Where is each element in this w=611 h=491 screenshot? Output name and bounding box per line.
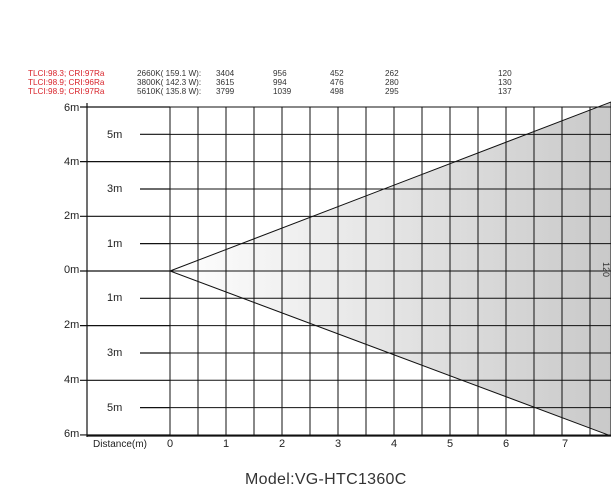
x-tick-1: 1 bbox=[222, 438, 230, 450]
x-tick-2: 2 bbox=[278, 438, 286, 450]
x-tick-0: 0 bbox=[166, 438, 174, 450]
header-index-3: TLCI:98.9; CRI:97Ra bbox=[28, 87, 105, 96]
y-label-2m-top: 2m bbox=[64, 210, 80, 222]
beam-width-label: 120 bbox=[601, 262, 611, 278]
header-val-1-2: 956 bbox=[273, 69, 287, 78]
mid-label-3m-bottom: 3m bbox=[107, 347, 123, 359]
header-val-2-5: 130 bbox=[498, 78, 512, 87]
x-tick-5: 5 bbox=[446, 438, 454, 450]
header-index-1: TLCI:98.3; CRI:97Ra bbox=[28, 69, 105, 78]
header-val-1-4: 262 bbox=[385, 69, 399, 78]
header-val-3-4: 295 bbox=[385, 87, 399, 96]
x-tick-4: 4 bbox=[390, 438, 398, 450]
y-label-2m-bottom: 2m bbox=[64, 319, 80, 331]
mid-label-5m-top: 5m bbox=[107, 129, 123, 141]
header-val-2-3: 476 bbox=[330, 78, 344, 87]
x-axis-title: Distance(m) bbox=[93, 439, 147, 450]
header-val-3-1: 3799 bbox=[216, 87, 235, 96]
model-label: Model:VG-HTC1360C bbox=[245, 471, 407, 488]
y-label-4m-bottom: 4m bbox=[64, 374, 80, 386]
header-val-3-3: 498 bbox=[330, 87, 344, 96]
header-val-1-3: 452 bbox=[330, 69, 344, 78]
mid-label-1m-top: 1m bbox=[107, 238, 123, 250]
x-tick-3: 3 bbox=[334, 438, 342, 450]
mid-label-3m-top: 3m bbox=[107, 183, 123, 195]
header-val-3-5: 137 bbox=[498, 87, 512, 96]
header-val-1-5: 120 bbox=[498, 69, 512, 78]
header-ct-3: 5610K( 135.8 W): bbox=[137, 87, 202, 96]
x-tick-7: 7 bbox=[561, 438, 569, 450]
header-index-2: TLCI:98.9; CRI:96Ra bbox=[28, 78, 105, 87]
beam-cone bbox=[168, 101, 611, 437]
y-label-6m-top: 6m bbox=[64, 102, 80, 114]
header-val-2-4: 280 bbox=[385, 78, 399, 87]
header-val-2-1: 3615 bbox=[216, 78, 235, 87]
header-val-2-2: 994 bbox=[273, 78, 287, 87]
y-label-4m-top: 4m bbox=[64, 156, 80, 168]
header-ct-2: 3800K( 142.3 W): bbox=[137, 78, 202, 87]
mid-label-5m-bottom: 5m bbox=[107, 402, 123, 414]
header-val-1-1: 3404 bbox=[216, 69, 235, 78]
y-label-0m: 0m bbox=[64, 264, 80, 276]
header-val-3-2: 1039 bbox=[273, 87, 292, 96]
mid-label-1m-bottom: 1m bbox=[107, 292, 123, 304]
header-ct-1: 2660K( 159.1 W): bbox=[137, 69, 202, 78]
x-tick-6: 6 bbox=[502, 438, 510, 450]
y-label-6m-bottom: 6m bbox=[64, 428, 80, 440]
